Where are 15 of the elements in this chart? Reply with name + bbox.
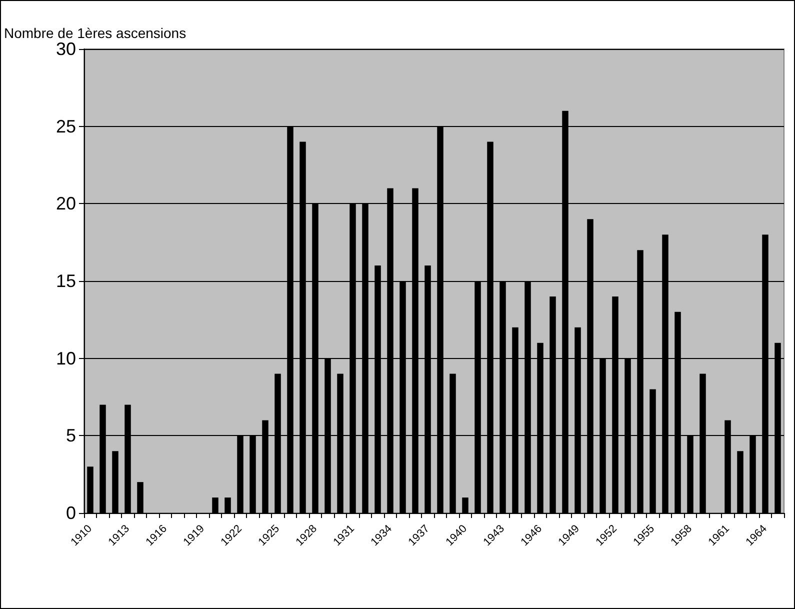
- y-tick-label: 15: [56, 271, 76, 291]
- y-tick-label: 30: [56, 39, 76, 59]
- y-tick-label: 10: [56, 348, 76, 368]
- bar: [737, 451, 744, 513]
- y-tick-label: 5: [66, 426, 76, 446]
- bar: [212, 498, 218, 513]
- y-axis-title: Nombre de 1ères ascensions: [4, 25, 186, 42]
- y-tick-label: 20: [56, 194, 76, 214]
- bar: [112, 451, 118, 513]
- y-tick-label: 0: [66, 503, 76, 523]
- y-tick-label: 25: [56, 116, 76, 136]
- bar: [87, 466, 94, 513]
- bar: [462, 498, 468, 513]
- bar: [137, 482, 144, 513]
- bar: [224, 498, 231, 513]
